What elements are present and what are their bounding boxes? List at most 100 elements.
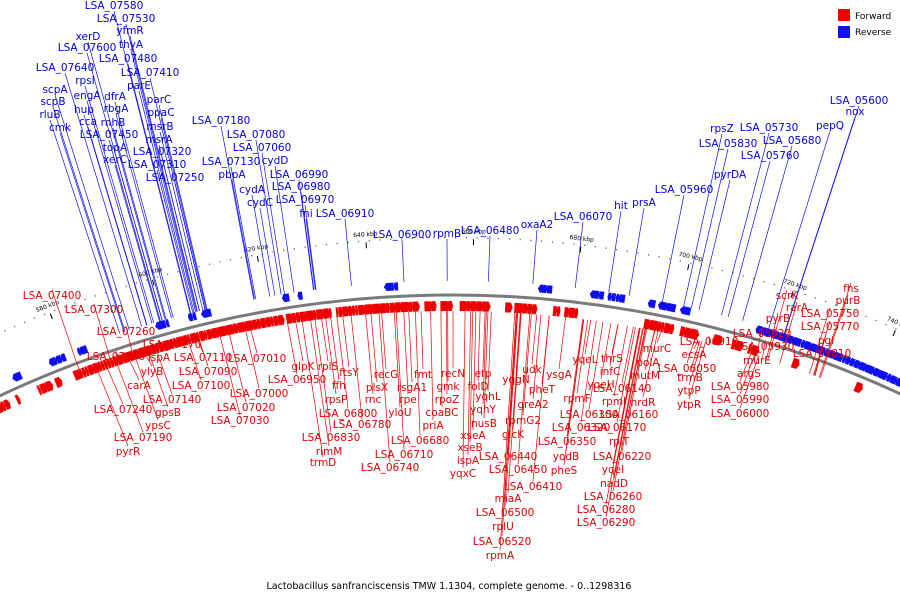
leader-line: [197, 341, 204, 353]
leader-line: [330, 317, 340, 381]
leader-line: [189, 344, 202, 381]
leader-line: [605, 327, 640, 505]
forward-gene-label: LSA_06800: [319, 408, 378, 420]
reverse-gene-label: LSA_07530: [97, 13, 156, 25]
gene-arrow: [315, 309, 325, 320]
reverse-gene-label: LSA_07310: [128, 159, 187, 171]
scale-tick-label: 620 kbp: [243, 243, 268, 254]
forward-gene-label: rplT: [609, 436, 630, 448]
gene-arrow: [232, 323, 239, 334]
scale-dot: [146, 279, 148, 281]
leader-line: [64, 72, 143, 327]
gene-arrow: [281, 293, 290, 303]
forward-gene-label: LSA_05810: [793, 348, 852, 360]
leader-line: [727, 160, 771, 318]
scale-dot: [605, 247, 607, 249]
gene-arrow: [853, 381, 863, 394]
gene-arrow: [357, 304, 366, 316]
leader-line: [127, 63, 192, 314]
gene-arrow: [615, 293, 620, 302]
forward-gene-label: trmD: [310, 457, 337, 469]
forward-gene-label: rpmA: [486, 550, 515, 562]
gene-arrow: [265, 316, 272, 328]
forward-gene-label: rpmG2: [505, 415, 541, 427]
forward-gene-label: LSA_07030: [211, 415, 270, 427]
forward-gene-label: LSA_06520: [473, 536, 532, 548]
leader-line: [112, 127, 167, 320]
forward-gene-label: thrS: [601, 353, 623, 365]
gene-arrow: [841, 355, 848, 364]
scale-dot: [94, 295, 96, 297]
reverse-gene-label: xerD: [76, 31, 101, 43]
forward-gene-label: fmt: [414, 369, 432, 381]
scale-tick: [256, 255, 259, 263]
forward-gene-label: LSA_07140: [143, 394, 202, 406]
forward-gene-label: LSA_05770: [801, 321, 860, 333]
forward-gene-label: LSA_05920: [733, 328, 792, 340]
forward-gene-label: LSA_07270: [87, 351, 146, 363]
leader-line: [314, 319, 332, 433]
gene-arrow: [849, 357, 856, 367]
gene-arrow: [128, 350, 135, 362]
forward-gene-label: LSA_07090: [179, 366, 238, 378]
gene-arrow: [188, 312, 194, 322]
gene-arrow: [48, 356, 58, 367]
leader-line: [501, 312, 517, 537]
forward-gene-label: LSA_06710: [375, 449, 434, 461]
forward-gene-label: yqxC: [450, 468, 476, 480]
forward-gene-label: yqhL: [475, 391, 501, 403]
leader-line: [113, 10, 191, 314]
scale-tick: [687, 264, 690, 271]
scale-dot: [784, 287, 786, 289]
reverse-gene-label: pepQ: [816, 120, 844, 132]
gene-arrow: [863, 364, 875, 375]
gene-arrow: [845, 356, 852, 365]
leader-line: [160, 117, 207, 310]
forward-gene-label: fhs: [843, 283, 859, 295]
gene-arrow: [225, 324, 236, 336]
gene-arrow: [466, 301, 472, 312]
gene-arrow: [0, 401, 7, 412]
leader-line: [138, 90, 195, 313]
gene-arrow: [790, 357, 800, 370]
leader-line: [114, 101, 174, 318]
reverse-gene-label: rpsI: [75, 75, 95, 87]
gene-arrow: [393, 282, 399, 291]
forward-gene-label: nrdR: [631, 397, 656, 409]
forward-gene-label: yqgN: [502, 374, 529, 386]
gene-arrow: [514, 302, 525, 314]
leader-line: [477, 311, 481, 382]
scale-dot: [519, 239, 521, 241]
forward-gene-label: LSA_06320: [552, 422, 611, 434]
gene-arrow: [72, 369, 82, 381]
gene-arrow: [328, 307, 332, 319]
leader-line: [408, 311, 413, 383]
leader-line: [229, 334, 247, 403]
scale-dot: [530, 239, 532, 241]
forward-gene-label: yqhY: [470, 404, 497, 416]
reverse-gene-label: cydA: [239, 184, 266, 196]
label-leader-lines: [49, 10, 860, 551]
forward-gene-label: infC: [600, 366, 621, 378]
reverse-gene-label: ppaC: [147, 107, 174, 119]
scale-dot: [230, 259, 232, 261]
gene-arrow: [828, 349, 835, 359]
gene-arrow: [80, 367, 87, 378]
leader-line: [199, 341, 209, 367]
reverse-gene-label: LSA_07640: [36, 62, 95, 74]
leader-line: [295, 322, 304, 362]
legend-label-forward: Forward: [855, 12, 891, 22]
gene-arrow: [730, 338, 737, 350]
reverse-gene-label: parC: [147, 94, 172, 106]
reverse-gene-label: prsA: [632, 197, 656, 209]
leader-line: [230, 166, 257, 300]
leader-line: [765, 312, 779, 360]
gene-arrow: [383, 282, 395, 291]
forward-gene-label: LSA_06160: [600, 409, 659, 421]
gene-arrow: [55, 354, 63, 364]
scale-dot: [454, 237, 457, 239]
forward-gene-label: LSA_06440: [479, 451, 538, 463]
leader-line: [693, 340, 699, 350]
forward-gene-label: LSA_06950: [268, 374, 327, 386]
